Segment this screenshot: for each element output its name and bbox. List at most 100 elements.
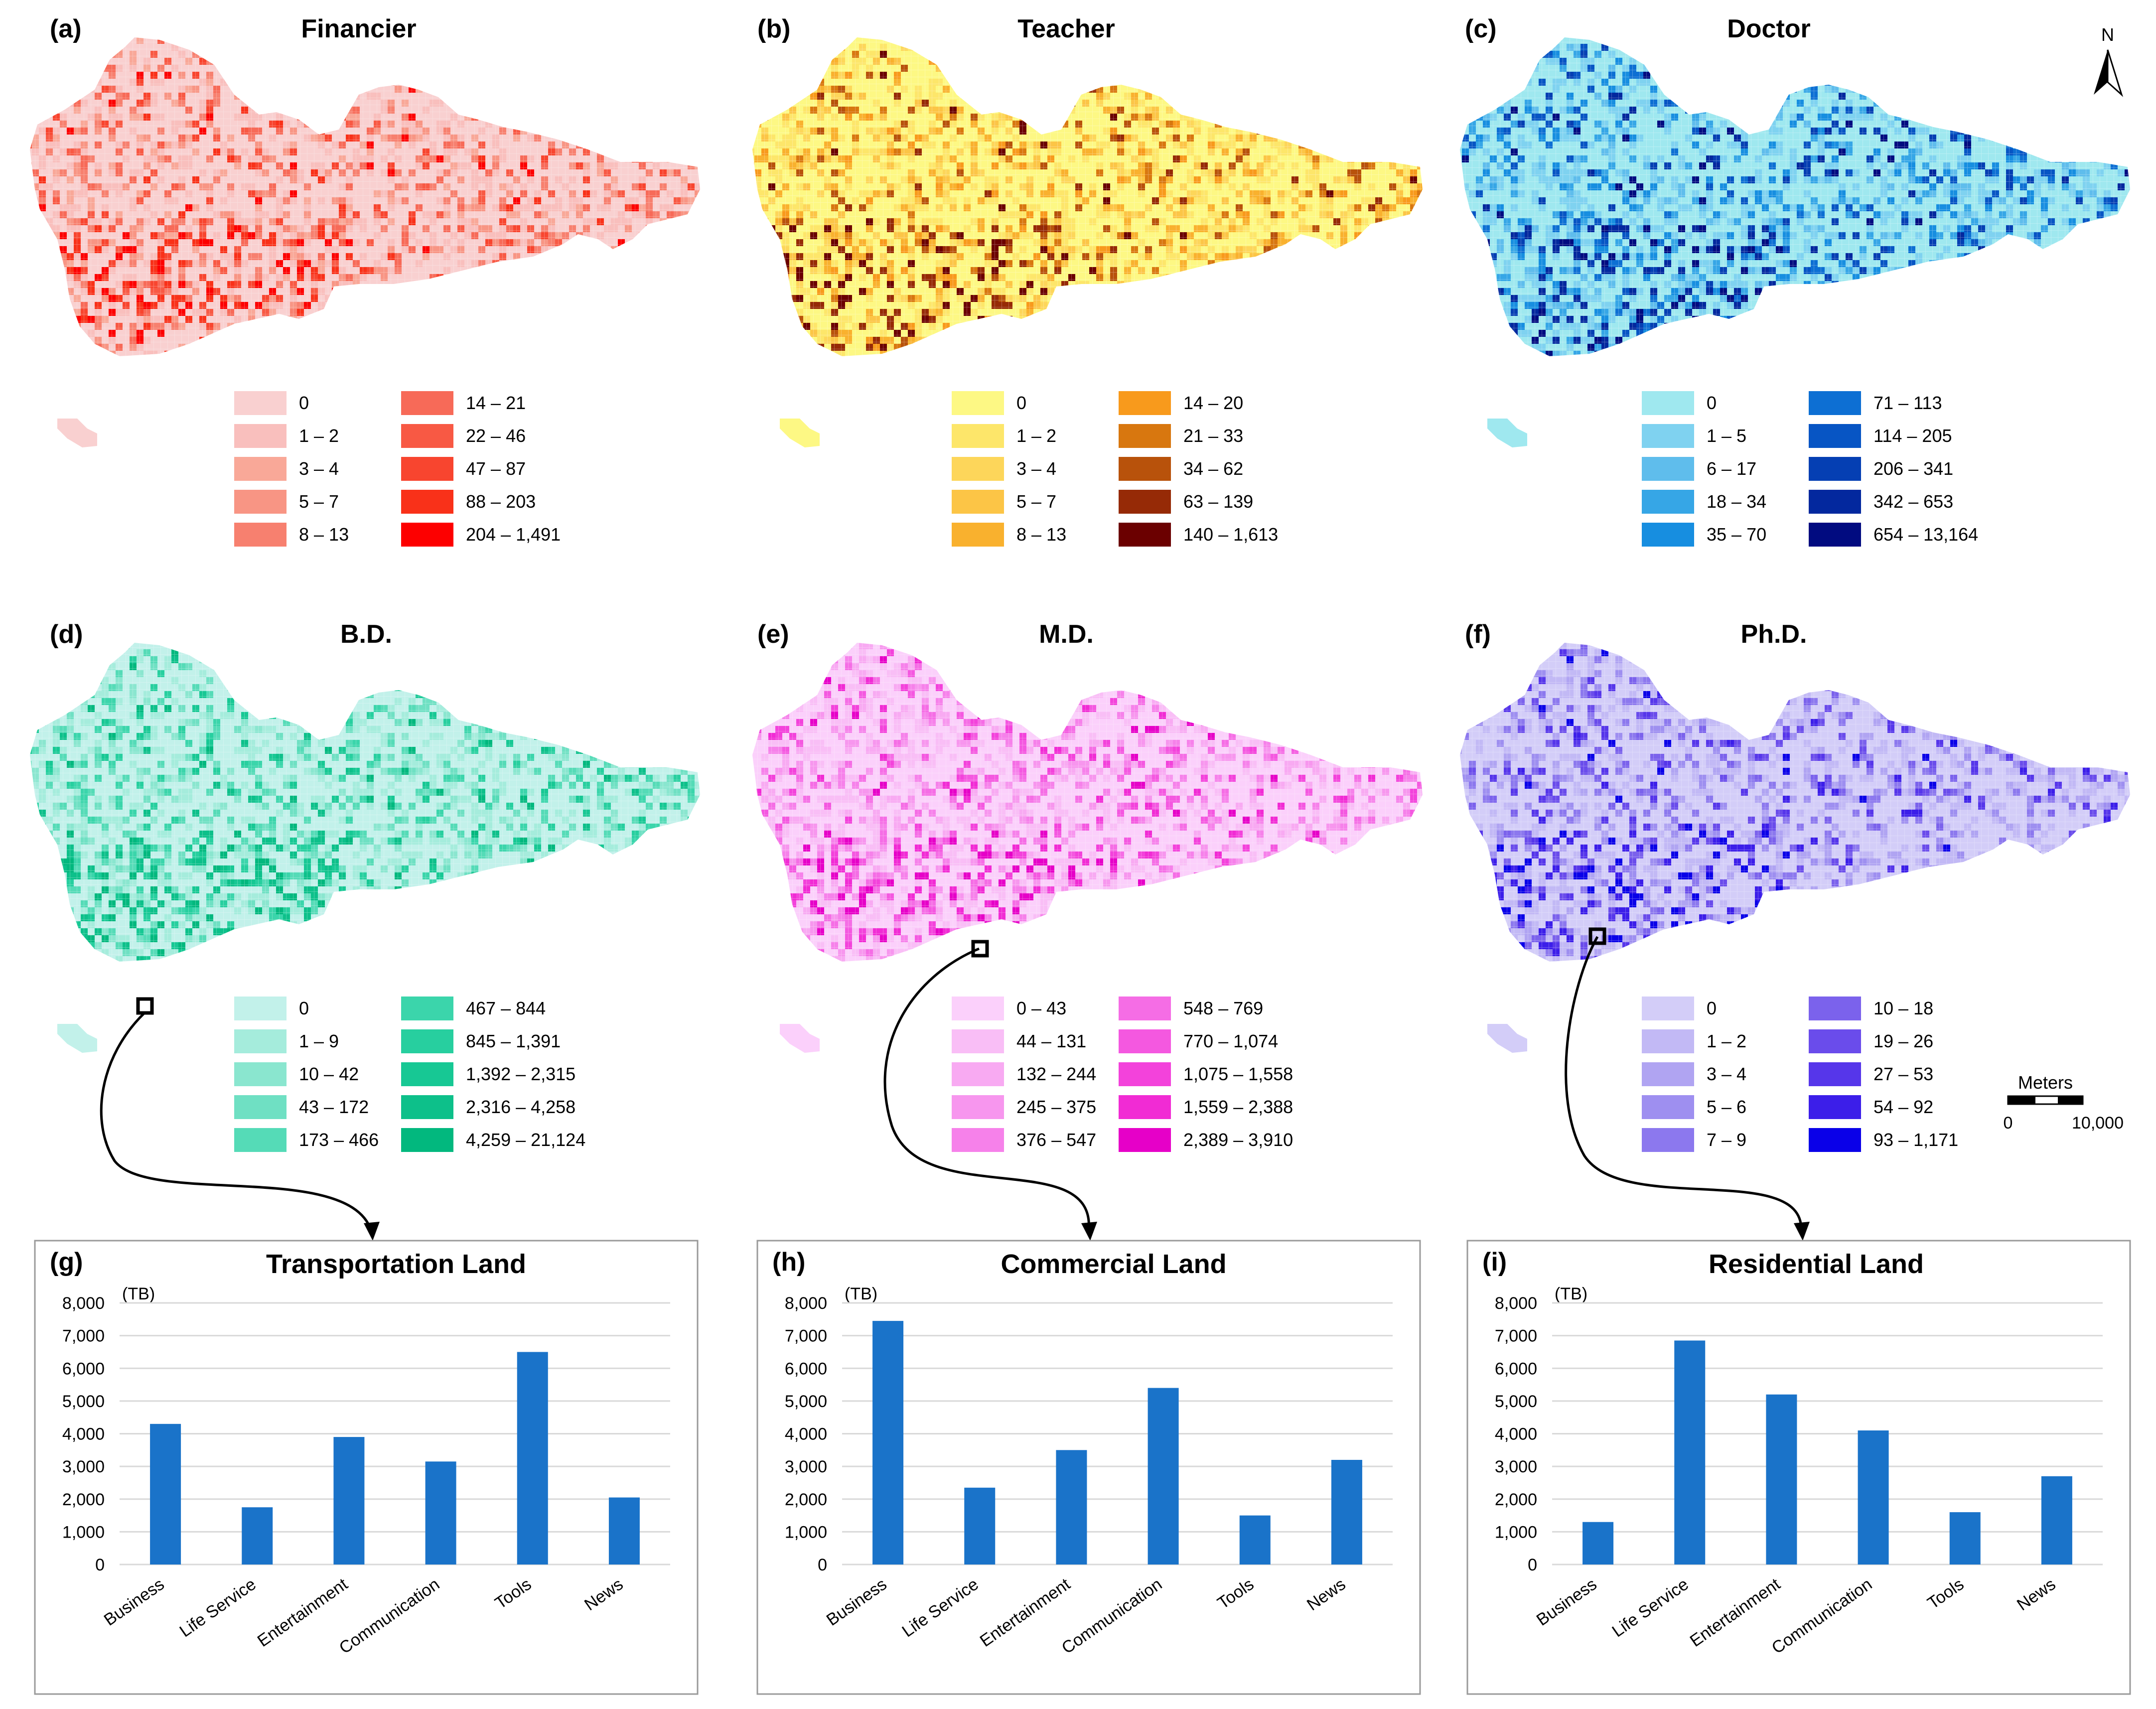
map-cell — [1326, 51, 1333, 58]
map-cell — [1382, 246, 1389, 253]
map-cell — [1264, 51, 1271, 58]
map-cell — [1333, 295, 1340, 302]
map-cell — [39, 246, 46, 253]
map-cell — [30, 162, 32, 169]
map-cell — [611, 148, 618, 155]
map-cell — [1922, 44, 1929, 51]
map-cell — [569, 295, 576, 302]
map-cell — [1936, 86, 1943, 93]
map-cell — [39, 330, 46, 337]
map-cell — [1692, 37, 1699, 44]
map-cell — [590, 65, 597, 72]
map-cell — [1180, 37, 1187, 44]
map-cell — [1333, 58, 1340, 65]
map-cell — [1424, 169, 1431, 176]
map-cell — [1096, 344, 1103, 351]
map-cell — [527, 121, 534, 128]
map-cell — [527, 65, 534, 72]
map-cell — [1312, 344, 1319, 351]
map-cell — [1096, 323, 1103, 330]
map-cell — [2027, 44, 2034, 51]
map-cell — [681, 218, 688, 225]
map-cell — [1292, 302, 1298, 309]
map-cell — [1713, 86, 1720, 93]
map-cell — [88, 72, 95, 79]
map-cell — [304, 358, 311, 365]
map-cell — [754, 358, 761, 365]
map-cell — [604, 79, 611, 86]
map-cell — [1138, 58, 1145, 65]
map-cell — [430, 281, 436, 288]
map-cell — [1389, 358, 1396, 365]
map-cell — [1368, 142, 1375, 148]
map-cell — [1040, 65, 1047, 72]
map-cell — [1587, 30, 1594, 37]
map-cell — [810, 72, 817, 79]
map-cell — [346, 58, 353, 65]
map-cell — [1375, 225, 1382, 232]
map-cell — [752, 72, 754, 79]
map-cell — [2132, 44, 2139, 51]
map-cell — [1012, 86, 1019, 93]
map-cell — [639, 155, 646, 162]
map-cell — [1180, 107, 1187, 114]
map-cell — [506, 267, 513, 274]
map-cell — [2013, 65, 2020, 72]
map-cell — [1678, 51, 1685, 58]
map-cell — [1271, 309, 1278, 316]
map-cell — [782, 58, 789, 65]
map-cell — [443, 316, 450, 323]
map-cell — [1319, 274, 1326, 281]
map-cell — [2076, 44, 2083, 51]
map-cell — [1096, 79, 1103, 86]
map-cell — [1096, 337, 1103, 344]
map-cell — [625, 309, 632, 316]
map-cell — [1117, 44, 1124, 51]
map-cell — [1706, 79, 1713, 86]
map-cell — [1790, 79, 1797, 86]
map-cell — [674, 155, 681, 162]
map-cell — [775, 260, 782, 267]
map-cell — [768, 44, 775, 51]
map-cell — [32, 260, 39, 267]
map-cell — [39, 72, 46, 79]
map-cell — [1145, 323, 1152, 330]
map-cell — [971, 344, 978, 351]
map-cell — [32, 358, 39, 365]
map-cell — [1769, 65, 1776, 72]
choropleth-map — [752, 37, 1431, 447]
map-cell — [450, 295, 457, 302]
map-cell — [943, 51, 950, 58]
map-cell — [1271, 72, 1278, 79]
map-cell — [1424, 121, 1431, 128]
legend-swatch — [952, 424, 1004, 448]
map-cell — [464, 100, 471, 107]
map-cell — [688, 114, 695, 121]
map-cell — [1546, 37, 1553, 44]
map-cell — [241, 79, 248, 86]
map-cell — [1285, 128, 1292, 135]
map-cell — [1417, 246, 1423, 253]
map-cell — [1853, 37, 1860, 44]
map-cell — [1152, 86, 1159, 93]
map-cell — [506, 58, 513, 65]
map-cell — [74, 65, 81, 72]
map-cell — [1978, 65, 1985, 72]
map-cell — [1264, 281, 1271, 288]
map-cell — [1755, 65, 1762, 72]
map-cell — [646, 323, 653, 330]
map-cell — [1483, 86, 1490, 93]
map-cell — [1518, 51, 1525, 58]
map-cell — [534, 260, 541, 267]
map-cell — [775, 253, 782, 260]
map-cell — [1222, 351, 1229, 356]
map-cell — [283, 351, 290, 356]
legend-swatch — [1119, 457, 1171, 481]
map-cell — [53, 107, 60, 114]
map-cell — [1424, 323, 1431, 330]
map-cell — [1019, 86, 1026, 93]
map-cell — [695, 309, 700, 316]
map-cell — [752, 128, 754, 135]
map-cell — [1713, 65, 1720, 72]
